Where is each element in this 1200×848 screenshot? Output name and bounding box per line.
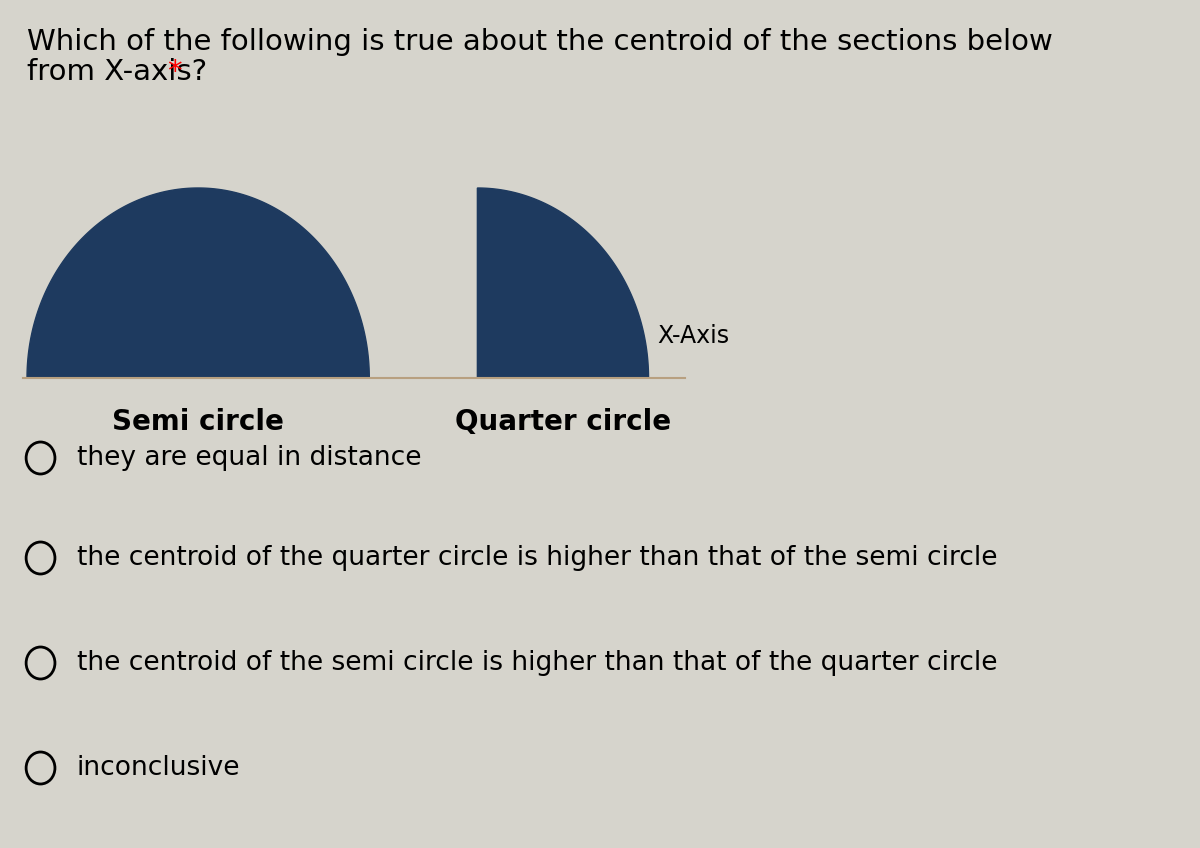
- Text: X-Axis: X-Axis: [658, 324, 730, 348]
- Text: the centroid of the quarter circle is higher than that of the semi circle: the centroid of the quarter circle is hi…: [77, 545, 997, 571]
- Text: Semi circle: Semi circle: [113, 408, 284, 436]
- Polygon shape: [478, 188, 648, 378]
- Text: the centroid of the semi circle is higher than that of the quarter circle: the centroid of the semi circle is highe…: [77, 650, 997, 676]
- Text: *: *: [167, 58, 181, 86]
- Text: Quarter circle: Quarter circle: [455, 408, 671, 436]
- Polygon shape: [28, 188, 370, 378]
- Text: inconclusive: inconclusive: [77, 755, 240, 781]
- Text: they are equal in distance: they are equal in distance: [77, 445, 421, 471]
- Text: Which of the following is true about the centroid of the sections below: Which of the following is true about the…: [28, 28, 1052, 56]
- Text: from X-axis?: from X-axis?: [28, 58, 216, 86]
